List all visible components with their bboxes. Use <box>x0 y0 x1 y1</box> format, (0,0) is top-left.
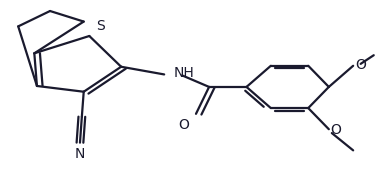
Text: O: O <box>355 58 366 72</box>
Text: NH: NH <box>173 66 194 81</box>
Text: N: N <box>75 147 85 161</box>
Text: O: O <box>178 118 189 132</box>
Text: O: O <box>331 123 342 137</box>
Text: S: S <box>96 19 105 33</box>
